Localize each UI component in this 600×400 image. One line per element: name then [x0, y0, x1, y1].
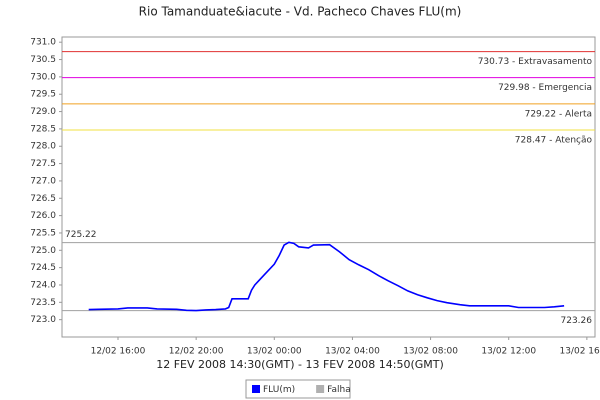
reference-label: 723.26	[561, 316, 593, 326]
threshold-label: 728.47 - Atenção	[515, 135, 593, 145]
y-tick-label: 730.0	[30, 72, 56, 82]
y-tick-label: 730.5	[30, 55, 56, 65]
x-tick-label: 12/02 16:00	[91, 347, 146, 357]
x-axis-label: 12 FEV 2008 14:30(GMT) - 13 FEV 2008 14:…	[156, 358, 444, 371]
y-tick-label: 728.5	[30, 124, 56, 134]
y-tick-label: 726.5	[30, 194, 56, 204]
legend-swatch	[316, 385, 325, 393]
x-tick-label: 13/02 04:00	[325, 347, 380, 357]
legend-label: Falha	[327, 385, 351, 395]
y-tick-label: 727.5	[30, 159, 56, 169]
y-tick-label: 728.0	[30, 142, 56, 152]
x-tick-label: 13/02 00:00	[247, 347, 302, 357]
reference-label: 725.22	[65, 230, 97, 240]
y-tick-label: 729.5	[30, 90, 56, 100]
y-tick-label: 731.0	[30, 38, 56, 48]
y-tick-label: 729.0	[30, 107, 56, 117]
y-tick-label: 723.0	[30, 315, 56, 325]
y-tick-label: 725.0	[30, 246, 56, 256]
legend-box	[245, 379, 351, 399]
x-tick-label: 12/02 20:00	[169, 347, 224, 357]
legend-label: FLU(m)	[263, 385, 295, 395]
plot-area	[61, 36, 596, 338]
x-tick-label: 13/02 12:00	[481, 347, 536, 357]
chart-title: Rio Tamanduate&iacute - Vd. Pacheco Chav…	[139, 5, 462, 19]
threshold-label: 729.22 - Alerta	[525, 109, 592, 119]
data-line	[88, 241, 565, 312]
x-tick-label: 13/02 16:00	[559, 347, 600, 357]
y-tick-label: 726.0	[30, 211, 56, 221]
y-tick-label: 725.5	[30, 228, 56, 238]
threshold-label: 730.73 - Extravasamento	[478, 57, 593, 67]
y-tick-label: 724.5	[30, 263, 56, 273]
y-tick-label: 727.0	[30, 176, 56, 186]
y-tick-label: 723.5	[30, 298, 56, 308]
y-tick-label: 724.0	[30, 280, 56, 290]
legend-swatch	[252, 385, 260, 393]
threshold-label: 729.98 - Emergencia	[498, 83, 592, 93]
x-tick-label: 13/02 08:00	[403, 347, 458, 357]
